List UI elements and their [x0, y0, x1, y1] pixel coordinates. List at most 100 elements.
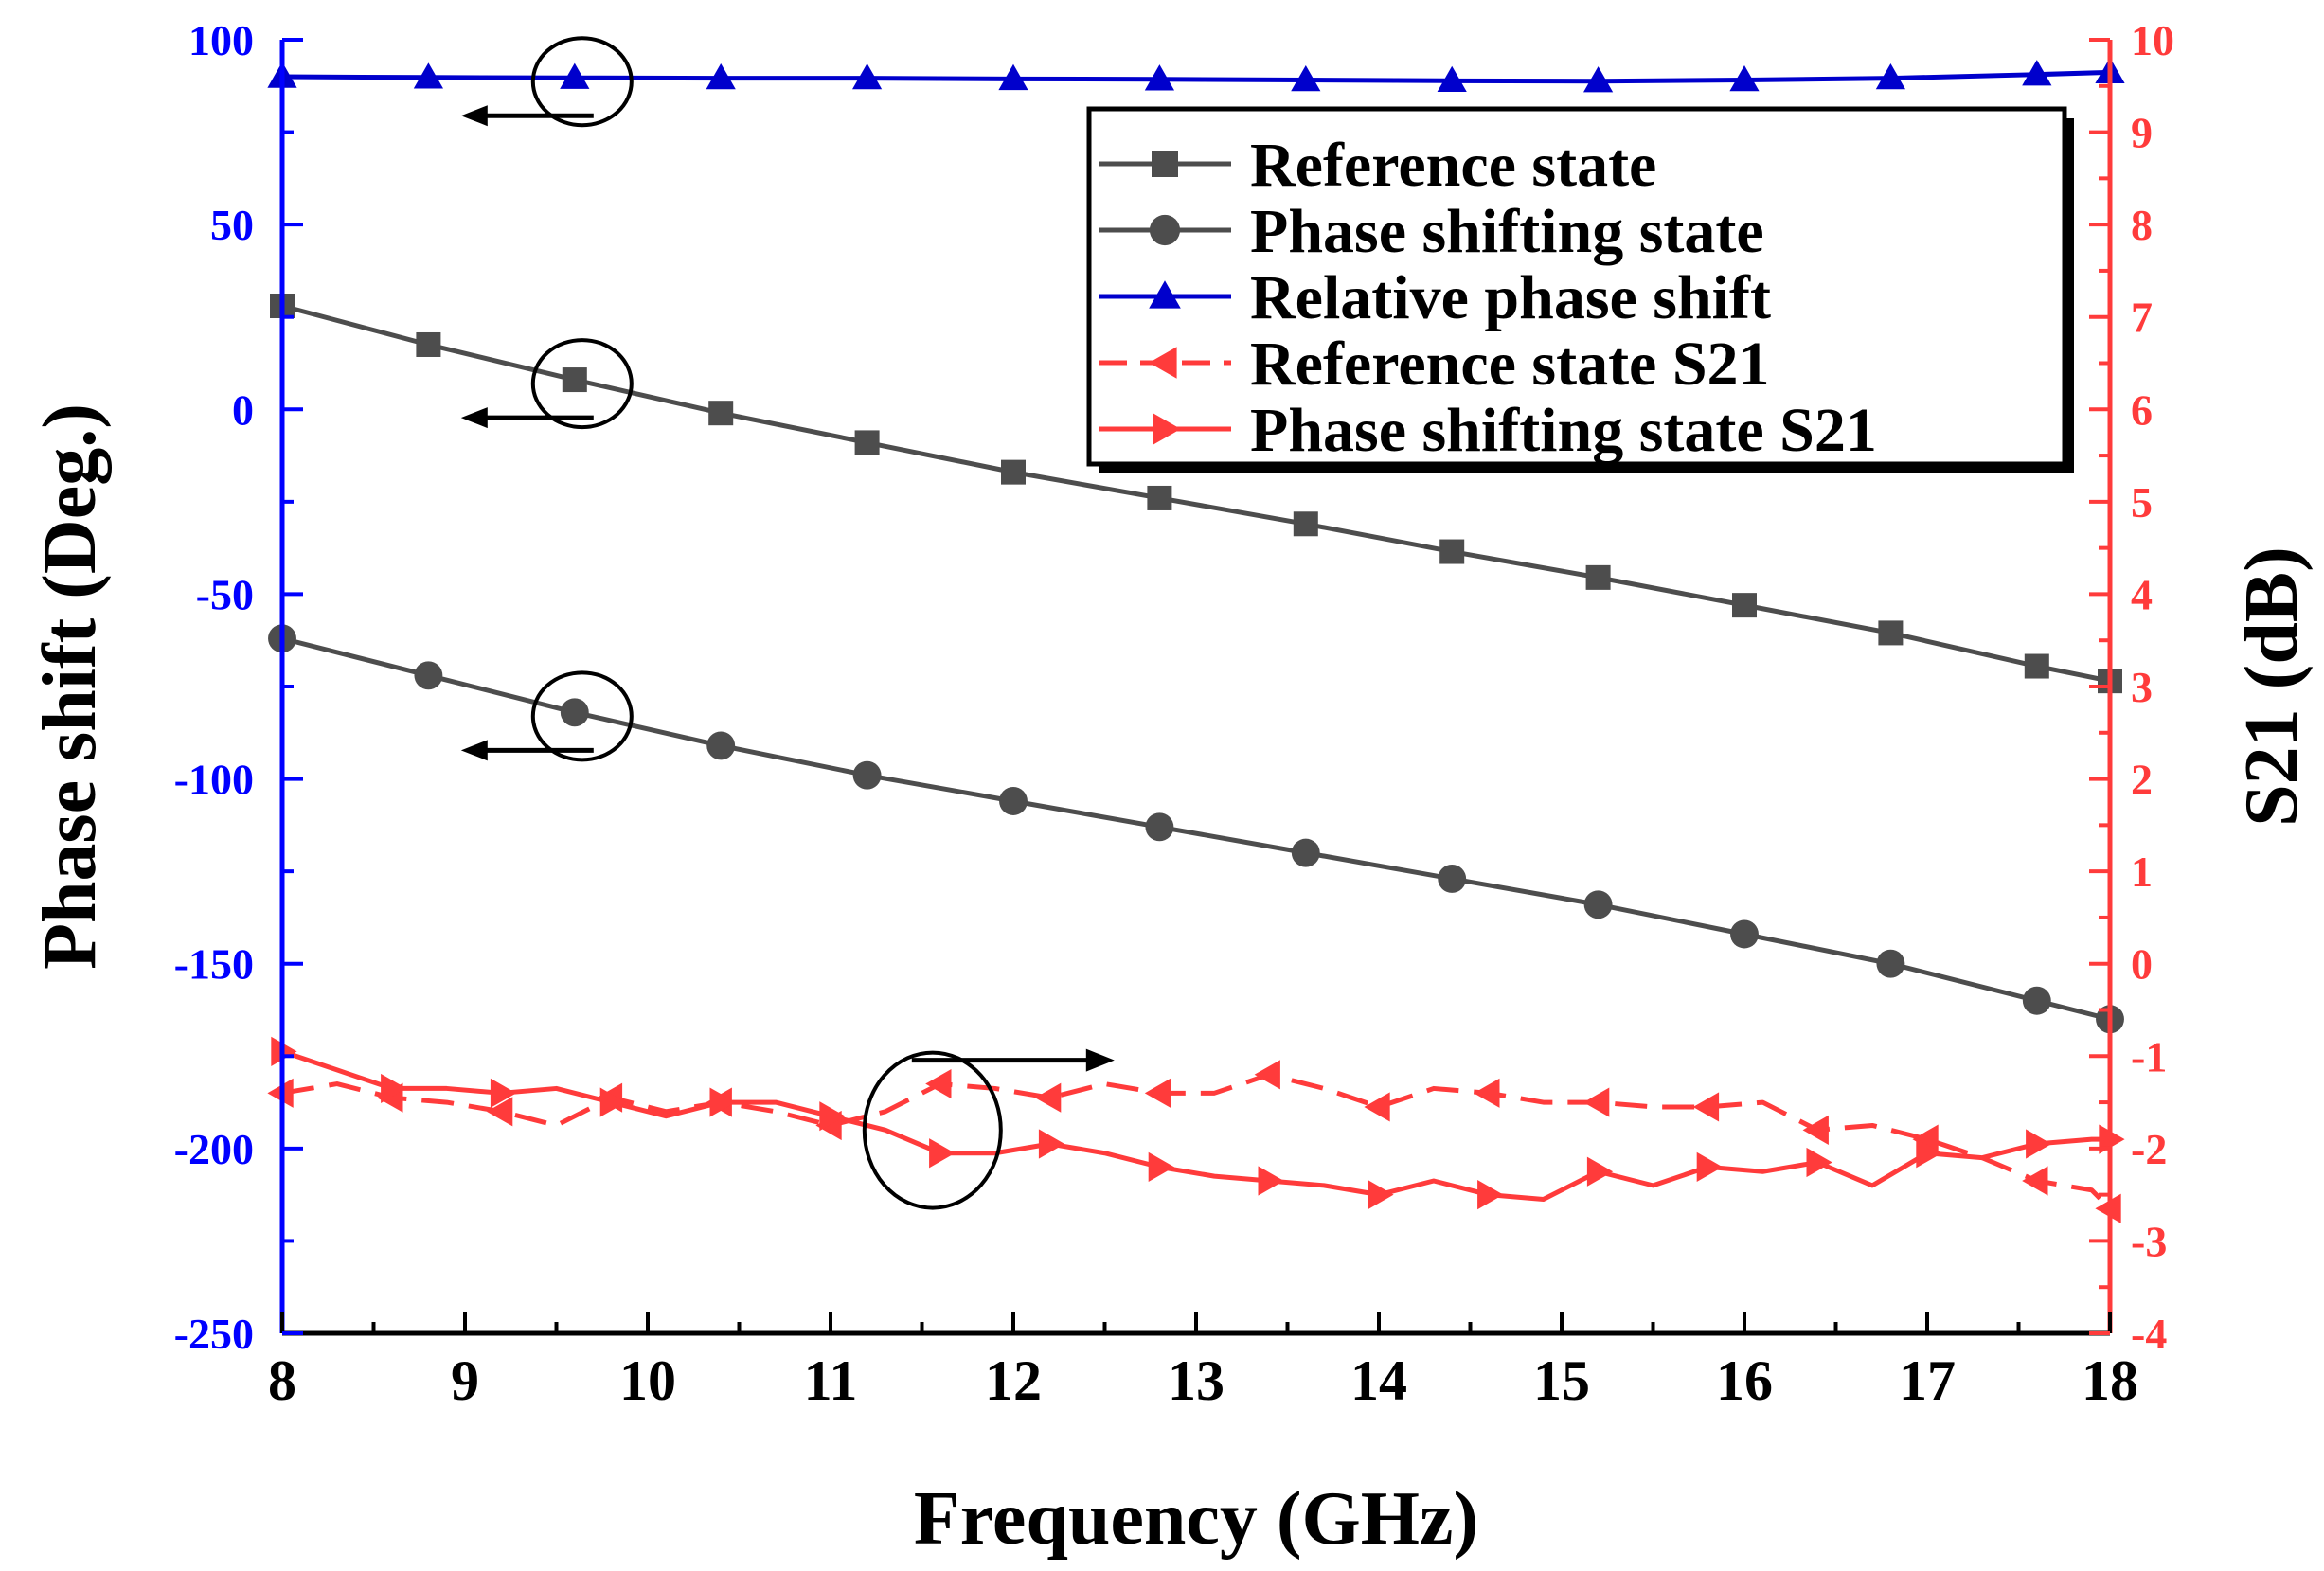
series-marker-0	[1439, 539, 1465, 564]
series-marker-1	[560, 698, 589, 727]
series-marker-0	[1585, 564, 1611, 590]
y-right-tick-label: 7	[2131, 294, 2153, 342]
series-marker-3	[2022, 1166, 2048, 1196]
series-marker-4	[1916, 1138, 1942, 1169]
y-left-tick-label: -200	[174, 1125, 254, 1173]
series-marker-4	[599, 1087, 626, 1117]
y-left-tick-label: 0	[232, 385, 254, 434]
series-marker-3	[925, 1068, 952, 1099]
series-line-2	[281, 69, 2111, 84]
x-tick-label: 14	[1350, 1349, 1407, 1412]
y-right-tick-label: 3	[2131, 663, 2153, 711]
y-right-tick-label: -1	[2131, 1032, 2167, 1080]
x-tick-label: 12	[985, 1349, 1042, 1412]
series-marker-1	[1730, 919, 1759, 949]
series-marker-0	[1732, 593, 1757, 618]
series-marker-2	[2022, 60, 2052, 86]
annotation-ellipse	[530, 670, 634, 762]
y-left-tick-label: 100	[188, 16, 254, 64]
series-marker-3	[1583, 1087, 1610, 1117]
series-marker-4	[1368, 1180, 1394, 1210]
series-marker-4	[1038, 1129, 1065, 1159]
annotation-ellipse	[530, 36, 634, 128]
y-right-tick-label: 1	[2131, 848, 2153, 896]
series-marker-2	[852, 62, 883, 90]
series-marker-2	[1291, 64, 1321, 92]
x-axis-title: Frequency (GHz)	[914, 1477, 1478, 1561]
x-tick-label: 8	[268, 1349, 296, 1412]
y-left-tick-label: -250	[174, 1310, 254, 1358]
series-marker-0	[854, 430, 880, 455]
series-marker-1	[852, 760, 882, 790]
x-tick-label: 18	[2082, 1349, 2138, 1412]
series-line-3	[281, 1072, 2112, 1211]
series-marker-2	[706, 62, 736, 90]
y-left-axis-title: Phase shift (Deg.)	[28, 403, 112, 970]
series-marker-0	[2024, 653, 2049, 679]
series-marker-3	[1802, 1115, 1829, 1145]
series-marker-4	[1477, 1180, 1504, 1210]
series-marker-3	[1912, 1124, 1939, 1154]
annotation-ellipse	[862, 1050, 1003, 1210]
series-marker-4	[1586, 1156, 1614, 1187]
series-marker-1	[1145, 812, 1174, 842]
series-marker-2	[413, 62, 443, 89]
series-marker-0	[1001, 459, 1026, 485]
series-marker-1	[1291, 838, 1320, 867]
series-line-4	[281, 1049, 2110, 1203]
series-marker-2	[1583, 66, 1614, 93]
legend-box	[1086, 106, 2067, 467]
y-left-tick-label: -150	[174, 940, 254, 989]
y-right-tick-label: 9	[2131, 109, 2153, 157]
series-marker-4	[1806, 1147, 1832, 1178]
annotation-arrow-head	[1085, 1048, 1115, 1072]
series-marker-1	[414, 661, 443, 690]
legend-marker-4	[1153, 413, 1181, 445]
series-marker-4	[1258, 1166, 1284, 1196]
series-marker-4	[819, 1101, 846, 1132]
y-right-axis-title: S21 (dB)	[2230, 546, 2314, 827]
series-marker-2	[1729, 64, 1760, 92]
series-marker-0	[562, 367, 587, 393]
legend-marker-2	[1149, 280, 1181, 309]
series-marker-3	[1474, 1078, 1500, 1108]
annotation-ellipse	[530, 338, 634, 430]
series-marker-3	[1692, 1092, 1720, 1122]
series-marker-4	[381, 1073, 407, 1104]
series-marker-4	[1148, 1151, 1174, 1182]
series-marker-0	[1878, 620, 1904, 646]
series-marker-2	[560, 62, 590, 89]
series-marker-1	[1438, 864, 1467, 893]
x-tick-label: 10	[619, 1349, 676, 1412]
series-marker-2	[1144, 64, 1174, 91]
series-marker-1	[1876, 949, 1905, 978]
y-right-tick-label: -2	[2131, 1125, 2167, 1173]
series-marker-4	[490, 1078, 517, 1108]
y-right-tick-label: 2	[2131, 756, 2153, 804]
series-marker-0	[1293, 511, 1318, 537]
series-marker-1	[999, 787, 1028, 815]
x-tick-label: 13	[1168, 1349, 1225, 1412]
series-marker-4	[1696, 1151, 1723, 1182]
series-marker-3	[1144, 1078, 1171, 1108]
y-right-tick-label: -3	[2131, 1217, 2167, 1265]
series-layer	[281, 69, 2112, 1211]
y-right-tick-label: 10	[2131, 16, 2174, 64]
annotation-layer	[460, 36, 1115, 1210]
annotation-arrow-head	[460, 407, 488, 429]
y-right-tick-label: -4	[2131, 1310, 2167, 1358]
legend-label-4: Phase shifting state S21	[1250, 396, 1877, 465]
series-marker-1	[1583, 890, 1613, 919]
legend-marker-1	[1149, 214, 1181, 246]
series-marker-3	[1035, 1082, 1062, 1113]
x-tick-label: 11	[804, 1349, 858, 1412]
series-marker-2	[998, 63, 1028, 91]
series-marker-3	[1254, 1060, 1280, 1090]
y-right-tick-label: 0	[2131, 940, 2153, 989]
legend-marker-0	[1152, 151, 1178, 177]
legend-marker-3	[1149, 347, 1177, 379]
series-marker-4	[709, 1087, 736, 1117]
y-right-tick-label: 5	[2131, 478, 2153, 527]
